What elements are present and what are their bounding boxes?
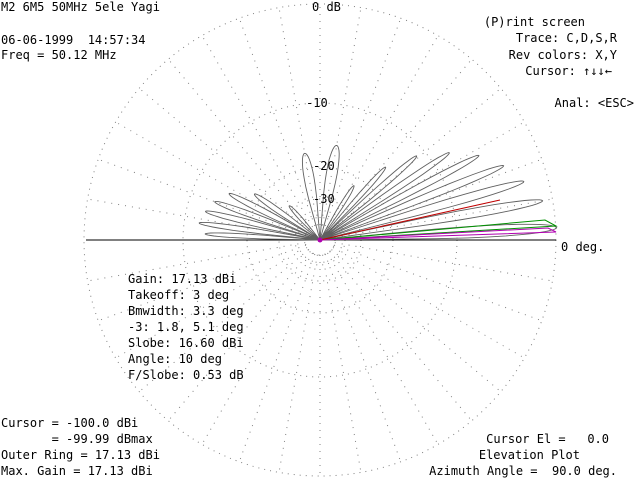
frequency: Freq = 50.12 MHz	[1, 48, 117, 62]
grid-spoke	[278, 254, 318, 473]
pattern-lobe	[253, 193, 321, 241]
pattern-lobe	[198, 221, 321, 241]
ring-label-minus10: -10	[306, 96, 328, 110]
pattern-lobe	[319, 166, 387, 241]
max-gain-readout: Max. Gain = 17.13 dBi	[1, 464, 153, 478]
pattern-lobe	[319, 155, 418, 241]
date-time: 06-06-1999 14:57:34	[1, 33, 146, 47]
cursor-trace-red	[319, 199, 501, 241]
radiation-pattern	[198, 145, 558, 241]
plot-type-label: Elevation Plot	[478, 448, 580, 462]
grid-spoke	[322, 254, 362, 473]
takeoff-readout: Takeoff: 3 deg	[128, 288, 230, 302]
grid-spoke	[329, 251, 473, 422]
grid-spoke	[334, 242, 553, 282]
grid-spoke	[334, 198, 553, 238]
pattern-lobe	[214, 200, 321, 241]
gain-readout: Gain: 17.13 dBi	[128, 272, 237, 286]
pattern-lobe	[319, 185, 355, 241]
trace-magenta	[319, 227, 557, 241]
anal-escape-option[interactable]: Anal: <ESC>	[554, 96, 634, 110]
pattern-lobe	[204, 210, 321, 241]
front-slobe-readout: F/Slobe: 0.53 dB	[128, 368, 244, 382]
minus3db-readout: -3: 1.8, 5.1 deg	[128, 320, 244, 334]
pattern-lobe	[319, 154, 480, 241]
angle-readout: Angle: 10 deg	[128, 352, 222, 366]
grid-spoke	[331, 249, 502, 393]
pattern-lobe	[319, 145, 340, 241]
grid-spoke	[167, 58, 311, 229]
grid-spoke	[332, 247, 525, 359]
ring-label-0db: 0 dB	[312, 0, 341, 14]
grid-spoke	[238, 18, 316, 227]
comparison-traces	[319, 199, 558, 241]
outer-ring-readout: Outer Ring = 17.13 dBi	[1, 448, 160, 462]
pattern-lobe	[301, 152, 321, 241]
trace-option[interactable]: Trace: C,D,S,R	[515, 31, 617, 45]
cursor-dbmax-readout: = -99.99 dBmax	[1, 432, 153, 446]
pattern-lobe	[319, 180, 525, 241]
beamwidth-readout: Bmwidth: 3.3 deg	[128, 304, 244, 318]
pattern-lobe	[288, 205, 321, 241]
grid-spoke	[278, 7, 318, 226]
grid-spoke	[324, 253, 402, 462]
ring-label-minus30: -30	[313, 192, 335, 206]
azimuth-angle-readout: Azimuth Angle = 90.0 deg.	[429, 464, 617, 478]
plot-origin-marker	[317, 237, 323, 243]
grid-spoke	[238, 253, 316, 462]
pattern-lobe	[204, 232, 321, 241]
pattern-lobe	[319, 199, 544, 241]
print-screen-option[interactable]: (P)rint screen	[483, 15, 585, 29]
antenna-title: M2 6M5 50MHz 5ele Yagi	[1, 0, 160, 14]
cursor-dbi-readout: Cursor = -100.0 dBi	[1, 416, 139, 430]
grid-spoke	[98, 158, 307, 236]
grid-spoke	[138, 87, 309, 231]
grid-spoke	[327, 252, 439, 445]
grid-spoke	[324, 18, 402, 227]
pattern-lobe	[319, 152, 450, 241]
cursor-keys-option[interactable]: Cursor: ↑↓↓←	[525, 64, 612, 78]
pattern-lobe	[319, 165, 505, 241]
slobe-readout: Slobe: 16.60 dBi	[128, 336, 244, 350]
pattern-lobe	[228, 192, 321, 241]
cursor-elevation-readout: Cursor El = 0.0	[486, 432, 609, 446]
zero-deg-label: 0 deg.	[561, 240, 605, 254]
trace-green	[319, 219, 558, 241]
pattern-lobe	[319, 223, 558, 241]
ring-label-minus20: -20	[313, 159, 335, 173]
rev-colors-option[interactable]: Rev colors: X,Y	[508, 48, 617, 62]
